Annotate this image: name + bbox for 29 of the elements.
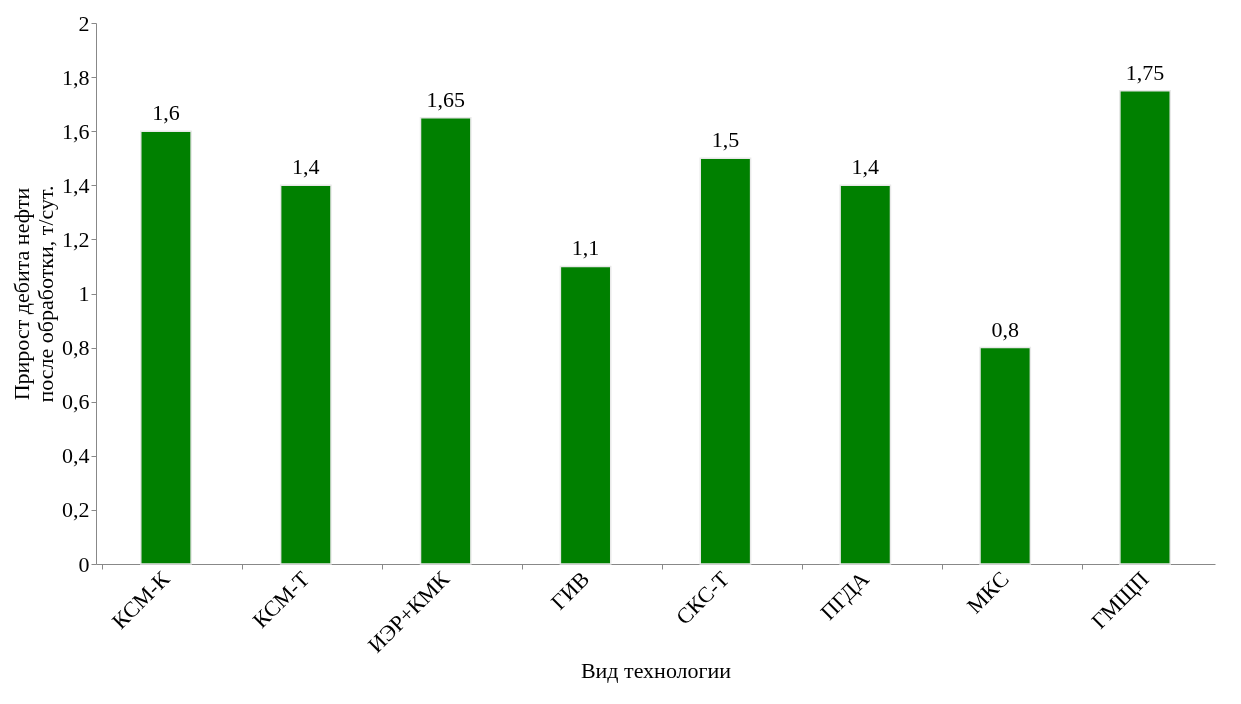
bar	[279, 184, 332, 565]
bar	[419, 116, 472, 565]
x-axis-title: Вид технологии	[580, 657, 732, 683]
bar	[699, 157, 752, 565]
y-tick-label: 1,6	[62, 118, 90, 144]
y-tick-label: 0,6	[62, 389, 90, 415]
data-label: 0,8	[991, 316, 1019, 342]
bar	[140, 130, 192, 565]
y-tick-label: 1,8	[62, 64, 90, 90]
y-tick-label: 0	[78, 551, 90, 577]
bar	[979, 346, 1032, 565]
bar	[839, 184, 892, 565]
y-tick-label: 1,2	[62, 226, 90, 252]
data-label: 1,5	[711, 127, 740, 153]
y-tick-label: 0,2	[62, 497, 90, 523]
data-label: 1,6	[152, 100, 180, 126]
y-tick-label: 1,4	[62, 172, 90, 198]
y-tick-label: 1	[78, 281, 90, 306]
bar	[1119, 89, 1171, 565]
y-tick-label: 0,4	[62, 443, 90, 469]
y-tick-label: 0,8	[62, 335, 90, 361]
data-label: 1,1	[571, 235, 600, 261]
data-label: 1,4	[292, 154, 320, 180]
data-label: 1,75	[1125, 59, 1165, 85]
bar	[559, 265, 612, 565]
y-tick-label: 2	[78, 10, 90, 36]
data-label: 1,65	[426, 86, 465, 112]
data-label: 1,4	[851, 154, 880, 180]
y-axis-title: Прирост дебита нефти после обработки, т/сут.	[9, 185, 58, 403]
